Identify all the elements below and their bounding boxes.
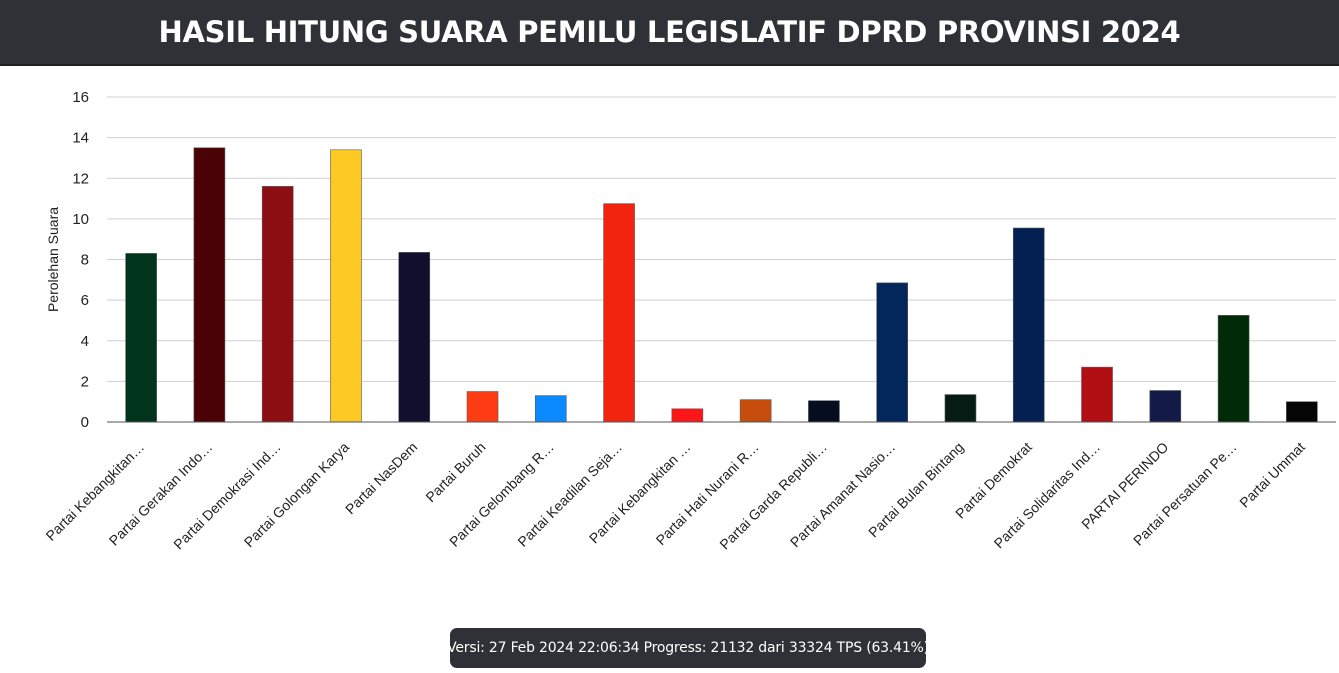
page-title: HASIL HITUNG SUARA PEMILU LEGISLATIF DPR…	[158, 15, 1181, 49]
bar[interactable]	[876, 282, 908, 423]
x-tick-label: Partai Buruh	[422, 439, 488, 505]
y-tick-label: 12	[72, 170, 89, 187]
bar[interactable]	[261, 186, 294, 423]
page-header: HASIL HITUNG SUARA PEMILU LEGISLATIF DPR…	[0, 0, 1339, 66]
bar[interactable]	[944, 394, 977, 423]
y-tick-label: 6	[81, 292, 89, 309]
chart-bars	[125, 147, 1318, 423]
bar-chart: 0 2 4 6 8 10 12 14 16 Partai Kebangkitan…Partai …	[42, 89, 1336, 553]
chart-gridlines	[107, 96, 1336, 382]
y-tick-label: 16	[72, 89, 89, 106]
bar[interactable]	[1012, 227, 1045, 423]
version-progress-badge: Versi: 27 Feb 2024 22:06:34 Progress: 21…	[447, 628, 929, 668]
bar[interactable]	[1149, 390, 1182, 423]
x-tick-label: Partai Ummat	[1236, 439, 1308, 511]
bar[interactable]	[535, 395, 567, 423]
x-axis-labels: Partai Kebangkitan…Partai Gerakan Indo…P…	[42, 439, 1308, 553]
bar[interactable]	[1081, 366, 1113, 423]
y-tick-label: 4	[81, 333, 89, 350]
bar[interactable]	[739, 399, 772, 423]
bar[interactable]	[808, 400, 840, 423]
y-tick-label: 14	[72, 130, 89, 147]
bar[interactable]	[466, 391, 499, 423]
y-axis-ticks: 0 2 4 6 8 10 12 14 16	[72, 89, 89, 431]
y-axis-title: Perolehan Suara	[45, 207, 61, 312]
y-tick-label: 0	[81, 414, 89, 431]
y-tick-label: 8	[81, 252, 89, 269]
y-tick-label: 2	[81, 373, 89, 390]
bar[interactable]	[1217, 315, 1250, 423]
bar[interactable]	[398, 252, 431, 423]
bar[interactable]	[125, 253, 157, 423]
bar[interactable]	[1286, 401, 1318, 423]
y-tick-label: 10	[72, 211, 89, 228]
bar[interactable]	[330, 149, 362, 423]
bar[interactable]	[671, 408, 704, 423]
bar[interactable]	[193, 147, 226, 423]
x-tick-label: Partai NasDem	[342, 439, 420, 517]
bar[interactable]	[603, 203, 635, 423]
